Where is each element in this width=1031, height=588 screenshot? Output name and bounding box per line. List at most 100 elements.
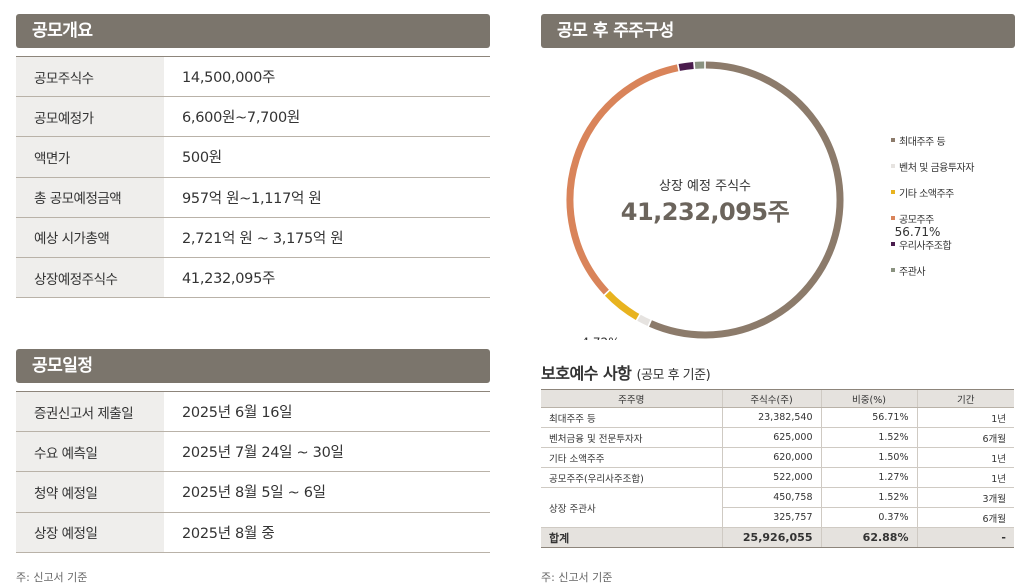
col-header-shares: 주식수(주) [721,389,821,408]
overview-row: 총 공모예정금액 957억 원~1,117억 원 [16,177,490,218]
cell-pct: 1.50% [820,447,917,468]
donut-labels: 56.71%1.52%4.72%33.90%1.88%1.27% [581,225,941,340]
schedule-row: 증권신고서 제출일 2025년 6월 16일 [16,392,490,433]
schedule-value: 2025년 6월 16일 [182,405,293,422]
legend-item: 공모주주 [891,205,974,231]
legend-label: 공모주주 [899,214,934,226]
cell-shares: 620,000 [721,447,821,468]
overview-header: 공모개요 [16,14,490,48]
lockup-title-main: 보호예수 사항 [541,364,632,383]
cell-shares: 25,926,055 [721,527,821,548]
legend-swatch [891,242,895,246]
cell-name: 상장 주관사 [541,487,722,528]
col-header-name: 주주명 [541,389,722,408]
overview-value: 500원 [182,150,222,167]
slice-label: 4.72% [581,335,619,340]
cell-pct: 0.37% [820,507,917,528]
cell-pct: 1.27% [820,467,917,488]
table-row: 공모주주(우리사주조합) 522,000 1.27% 1년 [541,467,1014,488]
legend-swatch [891,138,895,142]
legend-swatch [891,164,895,168]
schedule-label: 청약 예정일 [16,472,164,512]
legend-item: 우리사주조합 [891,231,974,257]
total-row: 합계 25,926,055 62.88% - [541,527,1014,548]
cell-name: 벤처금융 및 전문투자자 [541,427,722,448]
lockup-header-row: 주주명 주식수(주) 비중(%) 기간 [541,389,1014,408]
cell-pct: 62.88% [820,527,917,548]
table-row: 상장 주관사 450,758 1.52% 3개월 [541,487,1014,528]
overview-label: 상장예정주식수 [16,257,164,298]
legend-item: 최대주주 등 [891,127,974,153]
legend-label: 주관사 [899,266,926,278]
donut-slice [604,290,640,320]
overview-label: 공모주식수 [16,57,164,97]
table-row: 벤처금융 및 전문투자자 625,000 1.52% 6개월 [541,427,1014,448]
lockup-title: 보호예수 사항 (공모 후 기준) [541,360,711,384]
cell-shares: 23,382,540 [721,407,821,428]
cell-name: 기타 소액주주 [541,447,722,468]
legend-swatch [891,268,895,272]
legend-swatch [891,190,895,194]
legend-item: 주관사 [891,257,974,283]
schedule-label: 상장 예정일 [16,512,164,552]
donut-slice [637,314,651,327]
table-row: 기타 소액주주 620,000 1.50% 1년 [541,447,1014,468]
lockup-table: 주주명 주식수(주) 비중(%) 기간 최대주주 등 23,382,540 56… [541,389,1014,548]
schedule-footnote: 주: 신고서 기준 [16,571,88,584]
schedule-label: 증권신고서 제출일 [16,392,164,432]
legend-label: 최대주주 등 [899,136,946,148]
structure-header: 공모 후 주주구성 [541,14,1015,48]
legend-swatch [891,216,895,220]
cell-name: 공모주주(우리사주조합) [541,467,722,488]
shareholder-donut-chart: 56.71%1.52%4.72%33.90%1.88%1.27% 상장 예정 주… [566,61,941,340]
table-row: 325,757 0.37% 6개월 [541,507,1014,528]
legend-label: 기타 소액주주 [899,188,954,200]
donut-slice [566,64,679,295]
cell-period: 1년 [916,407,1014,428]
overview-row: 액면가 500원 [16,137,490,178]
cell-period: 6개월 [916,427,1014,448]
schedule-row: 수요 예측일 2025년 7월 24일 ~ 30일 [16,432,490,473]
lockup-footnote: 주: 신고서 기준 [541,571,613,584]
schedule-row: 상장 예정일 2025년 8월 중 [16,512,490,553]
cell-shares: 325,757 [721,507,821,528]
cell-name: 최대주주 등 [541,407,722,428]
slice-label: 56.71% [895,225,941,239]
schedule-label: 수요 예측일 [16,432,164,472]
cell-pct: 56.71% [820,407,917,428]
overview-label: 공모예정가 [16,97,164,137]
overview-table: 공모주식수 14,500,000주 공모예정가 6,600원~7,700원 액면… [16,56,490,299]
cell-shares: 450,758 [721,487,821,508]
donut-slice [678,62,694,71]
overview-row: 공모예정가 6,600원~7,700원 [16,97,490,138]
overview-label: 예상 시가총액 [16,217,164,257]
cell-pct: 1.52% [820,487,917,508]
schedule-value: 2025년 7월 24일 ~ 30일 [182,445,344,462]
schedule-header: 공모일정 [16,349,490,383]
cell-shares: 522,000 [721,467,821,488]
cell-name: 합계 [541,527,722,548]
donut-arcs [566,61,844,339]
legend-item: 기타 소액주주 [891,179,974,205]
donut-slice [649,61,844,339]
overview-value: 957억 원~1,117억 원 [182,190,322,207]
col-header-pct: 비중(%) [820,389,917,408]
col-header-period: 기간 [916,389,1014,408]
cell-pct: 1.52% [820,427,917,448]
overview-value: 14,500,000주 [182,70,276,87]
cell-period: - [916,527,1014,548]
overview-value: 41,232,095주 [182,271,276,288]
overview-row: 예상 시가총액 2,721억 원 ~ 3,175억 원 [16,217,490,258]
schedule-value: 2025년 8월 5일 ~ 6일 [182,485,326,502]
legend-item: 벤처 및 금융투자자 [891,153,974,179]
legend-label: 우리사주조합 [899,240,952,252]
cell-period: 3개월 [916,487,1014,508]
lockup-title-sub: (공모 후 기준) [636,368,711,383]
schedule-table: 증권신고서 제출일 2025년 6월 16일 수요 예측일 2025년 7월 2… [16,391,490,553]
table-row: 최대주주 등 23,382,540 56.71% 1년 [541,407,1014,428]
overview-row: 상장예정주식수 41,232,095주 [16,257,490,299]
schedule-row: 청약 예정일 2025년 8월 5일 ~ 6일 [16,472,490,513]
cell-period: 1년 [916,467,1014,488]
overview-value: 2,721억 원 ~ 3,175억 원 [182,230,344,247]
